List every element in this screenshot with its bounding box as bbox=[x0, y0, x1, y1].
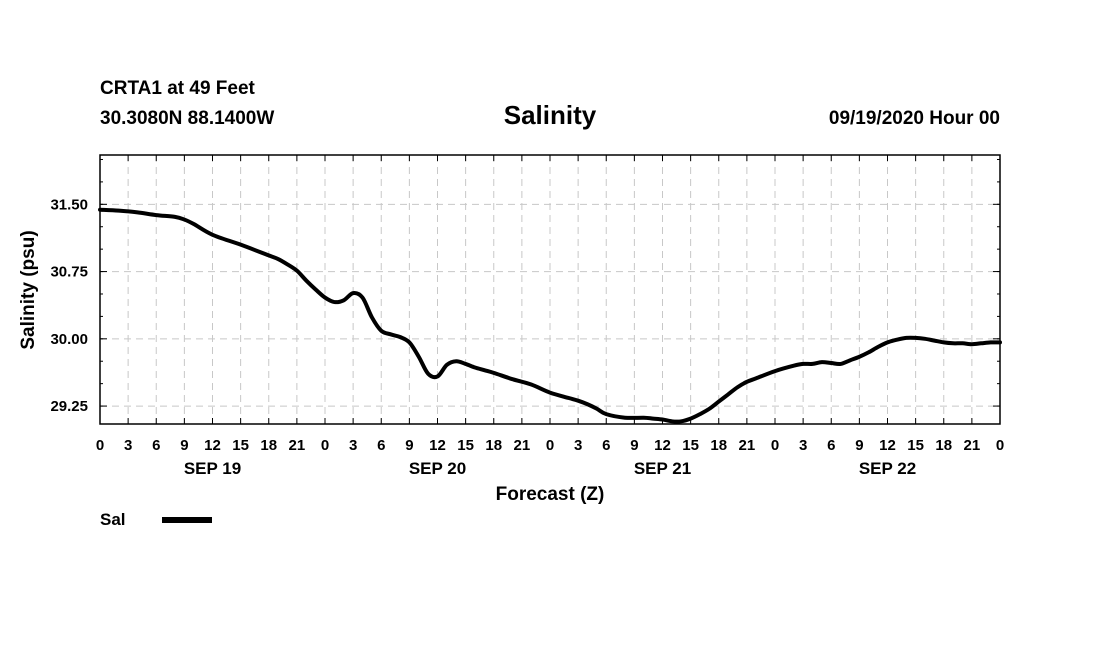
x-tick-label: 18 bbox=[485, 437, 502, 454]
y-tick-label: 29.25 bbox=[50, 398, 88, 415]
x-tick-label: 0 bbox=[546, 437, 554, 454]
x-tick-label: 9 bbox=[855, 437, 863, 454]
date-label: SEP 20 bbox=[409, 459, 466, 478]
date-label: SEP 22 bbox=[859, 459, 916, 478]
x-tick-label: 18 bbox=[935, 437, 952, 454]
x-tick-label: 18 bbox=[710, 437, 727, 454]
x-axis-title: Forecast (Z) bbox=[496, 484, 605, 505]
x-tick-label: 15 bbox=[457, 437, 474, 454]
date-labels: SEP 19 SEP 20 SEP 21 SEP 22 bbox=[184, 459, 916, 478]
x-tick-label: 12 bbox=[654, 437, 671, 454]
x-tick-label: 18 bbox=[260, 437, 277, 454]
x-axis-ticks: 0 3 6 9 12 15 18 21 0 3 6 9 12 15 18 21 0 3 6 9 12 15 18 21 0 3 6 9… bbox=[96, 155, 1004, 454]
legend-label: Sal bbox=[100, 510, 126, 529]
x-tick-label: 15 bbox=[232, 437, 249, 454]
y-tick-label: 30.00 bbox=[50, 331, 88, 348]
x-tick-label: 21 bbox=[739, 437, 756, 454]
x-tick-label: 21 bbox=[289, 437, 306, 454]
x-tick-label: 0 bbox=[96, 437, 104, 454]
x-tick-label: 12 bbox=[879, 437, 896, 454]
chart-title: Salinity bbox=[504, 100, 597, 130]
x-tick-label: 0 bbox=[996, 437, 1004, 454]
station-label: CRTA1 at 49 Feet bbox=[100, 78, 256, 99]
x-tick-label: 21 bbox=[964, 437, 981, 454]
date-label: SEP 19 bbox=[184, 459, 241, 478]
x-tick-label: 3 bbox=[799, 437, 807, 454]
x-tick-label: 21 bbox=[514, 437, 531, 454]
x-tick-label: 6 bbox=[827, 437, 835, 454]
x-tick-label: 6 bbox=[377, 437, 385, 454]
x-tick-label: 0 bbox=[321, 437, 329, 454]
y-tick-label: 30.75 bbox=[50, 264, 88, 281]
coords-label: 30.3080N 88.1400W bbox=[100, 108, 274, 129]
y-axis-ticks: 29.25 30.00 30.75 31.50 bbox=[50, 158, 1000, 415]
x-tick-label: 3 bbox=[349, 437, 357, 454]
x-tick-label: 15 bbox=[907, 437, 924, 454]
x-tick-label: 6 bbox=[152, 437, 160, 454]
x-tick-label: 9 bbox=[180, 437, 188, 454]
x-tick-label: 12 bbox=[429, 437, 446, 454]
plot-frame bbox=[99, 154, 1001, 425]
x-tick-label: 3 bbox=[124, 437, 132, 454]
grid-lines bbox=[100, 155, 1000, 424]
x-tick-label: 9 bbox=[630, 437, 638, 454]
datetime-label: 09/19/2020 Hour 00 bbox=[829, 108, 1000, 129]
x-tick-label: 3 bbox=[574, 437, 582, 454]
y-tick-label: 31.50 bbox=[50, 196, 88, 213]
x-tick-label: 9 bbox=[405, 437, 413, 454]
x-tick-label: 15 bbox=[682, 437, 699, 454]
y-axis-title: Salinity (psu) bbox=[18, 230, 39, 349]
salinity-series-line bbox=[98, 207, 1002, 424]
x-tick-label: 6 bbox=[602, 437, 610, 454]
date-label: SEP 21 bbox=[634, 459, 691, 478]
x-tick-label: 12 bbox=[204, 437, 221, 454]
x-tick-label: 0 bbox=[771, 437, 779, 454]
